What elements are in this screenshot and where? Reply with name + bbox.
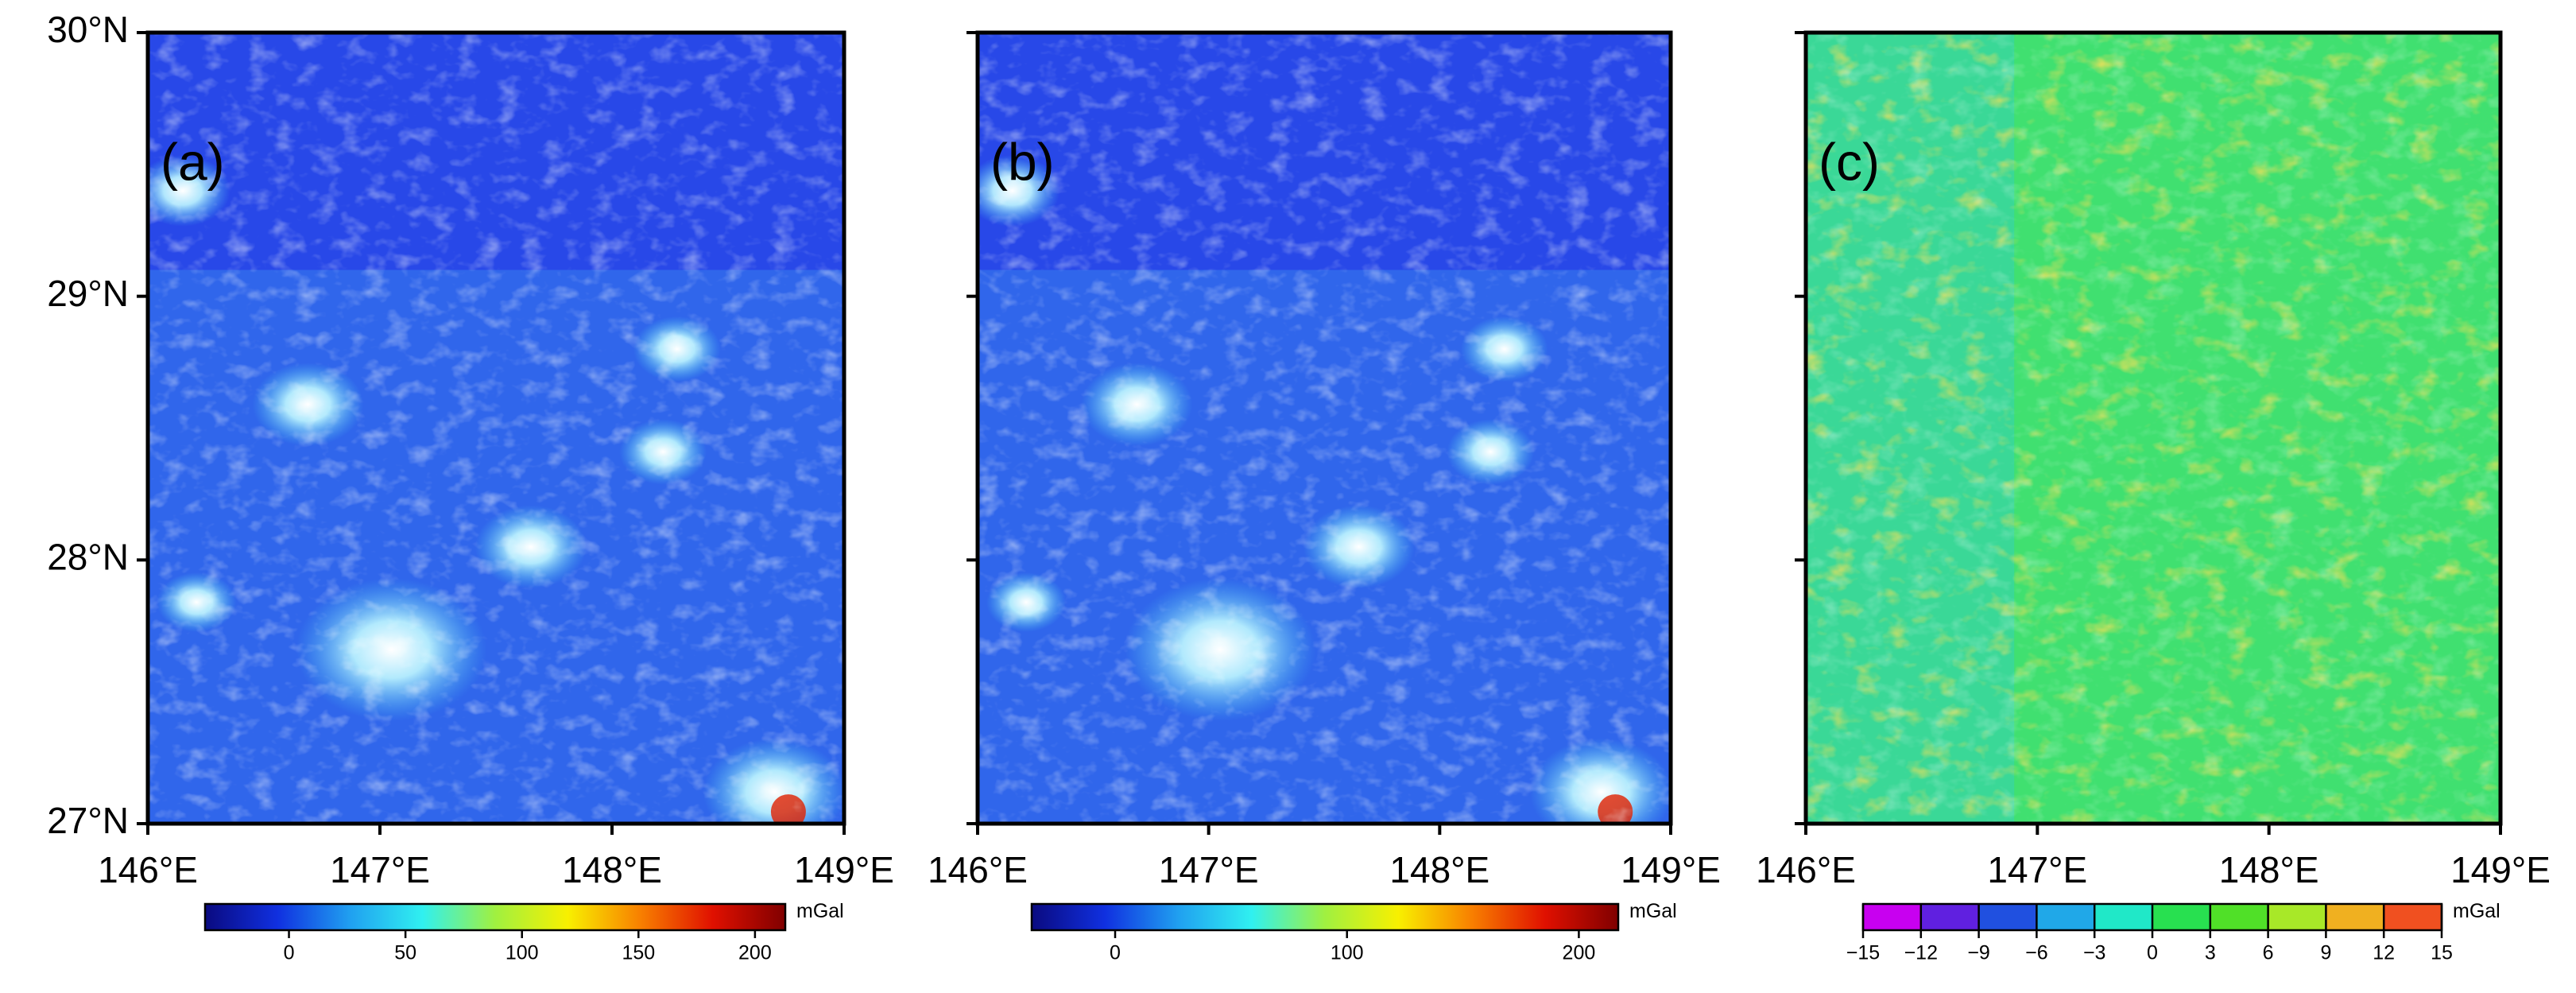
x-tick-label: 147°E xyxy=(1159,849,1259,890)
colorbar-unit: mGal xyxy=(1629,900,1677,922)
colorbar-tick-label: 100 xyxy=(506,942,539,964)
y-tick-label: 30°N xyxy=(47,9,129,50)
map-panel: (c) 146°E 147°E 148°E 149°E −15 −12 −9 −6 −3 0 3 6 9 1… xyxy=(1756,30,2551,964)
colorbar-tick-label: 0 xyxy=(284,942,295,964)
colorbar-frame xyxy=(203,902,787,932)
x-tick-label: 147°E xyxy=(1987,849,2087,890)
colorbar-tick-label: 50 xyxy=(394,942,416,964)
colorbar-bin xyxy=(2210,904,2268,930)
colorbar-bin xyxy=(2384,904,2442,930)
texture xyxy=(978,33,1671,824)
x-tick-label: 149°E xyxy=(794,849,894,890)
panel-label: (a) xyxy=(161,132,225,191)
colorbar-unit: mGal xyxy=(796,900,844,922)
x-tick-label: 146°E xyxy=(928,849,1028,890)
x-tick-label: 149°E xyxy=(2450,849,2551,890)
colorbar-tick-label: 6 xyxy=(2263,942,2274,964)
colorbar-tick-label: 0 xyxy=(1110,942,1121,964)
y-tick-label: 28°N xyxy=(47,536,129,577)
colorbar-tick-label: 0 xyxy=(2147,942,2158,964)
colorbar-tick-label: 9 xyxy=(2320,942,2331,964)
colorbar-fill xyxy=(205,904,785,930)
colorbar-tick-label: 200 xyxy=(1563,942,1596,964)
map-panel: (a) 146°E 147°E 148°E 149°E 27°N 28°N 29°N 30°N 0… xyxy=(47,9,894,964)
x-tick-label: 146°E xyxy=(1756,849,1856,890)
frame xyxy=(975,30,1673,826)
raster xyxy=(1806,33,2500,824)
colorbar-tick-label: −12 xyxy=(1904,942,1938,964)
colorbar-tick-label: 15 xyxy=(2431,942,2453,964)
colorbar-fill xyxy=(1032,904,1618,930)
colorbar-tick-label: 3 xyxy=(2205,942,2216,964)
colorbar-bin xyxy=(2268,904,2326,930)
texture-light xyxy=(1806,33,2500,824)
x-tick-label: 148°E xyxy=(2219,849,2319,890)
colorbar-bin xyxy=(1920,904,1979,930)
colorbar-tick-label: 200 xyxy=(738,942,772,964)
colorbar-tick-label: 100 xyxy=(1331,942,1364,964)
colorbar-bin xyxy=(2094,904,2152,930)
colorbar-unit: mGal xyxy=(2453,900,2500,922)
colorbar-bin xyxy=(2036,904,2095,930)
panel-label: (b) xyxy=(990,132,1055,191)
x-tick-label: 147°E xyxy=(330,849,430,890)
panel-label: (c) xyxy=(1819,132,1880,191)
x-tick-label: 149°E xyxy=(1621,849,1721,890)
colorbar-tick-label: 150 xyxy=(622,942,655,964)
colorbar-tick-label: −15 xyxy=(1846,942,1880,964)
y-tick-label: 27°N xyxy=(47,800,129,841)
frame xyxy=(145,30,846,826)
colorbar-bin xyxy=(2326,904,2384,930)
map-panel: (b) 146°E 147°E 148°E 149°E 0 100 200 mGal xyxy=(928,30,1721,964)
y-tick-label: 29°N xyxy=(47,273,129,314)
colorbar-bin xyxy=(2152,904,2210,930)
colorbar-tick-label: −6 xyxy=(2025,942,2048,964)
raster xyxy=(978,33,1671,824)
colorbar-frame xyxy=(1030,902,1620,932)
colorbar-bin xyxy=(1978,904,2037,930)
x-tick-label: 146°E xyxy=(98,849,198,890)
x-tick-label: 148°E xyxy=(1389,849,1489,890)
raster xyxy=(148,33,844,824)
x-tick-label: 148°E xyxy=(562,849,662,890)
frame xyxy=(1803,30,2503,826)
colorbar-tick-label: −9 xyxy=(1967,942,1990,964)
colorbar-bin xyxy=(1863,904,1921,930)
colorbar-tick-label: −3 xyxy=(2083,942,2106,964)
colorbar-tick-label: 12 xyxy=(2373,942,2395,964)
texture xyxy=(148,33,844,824)
